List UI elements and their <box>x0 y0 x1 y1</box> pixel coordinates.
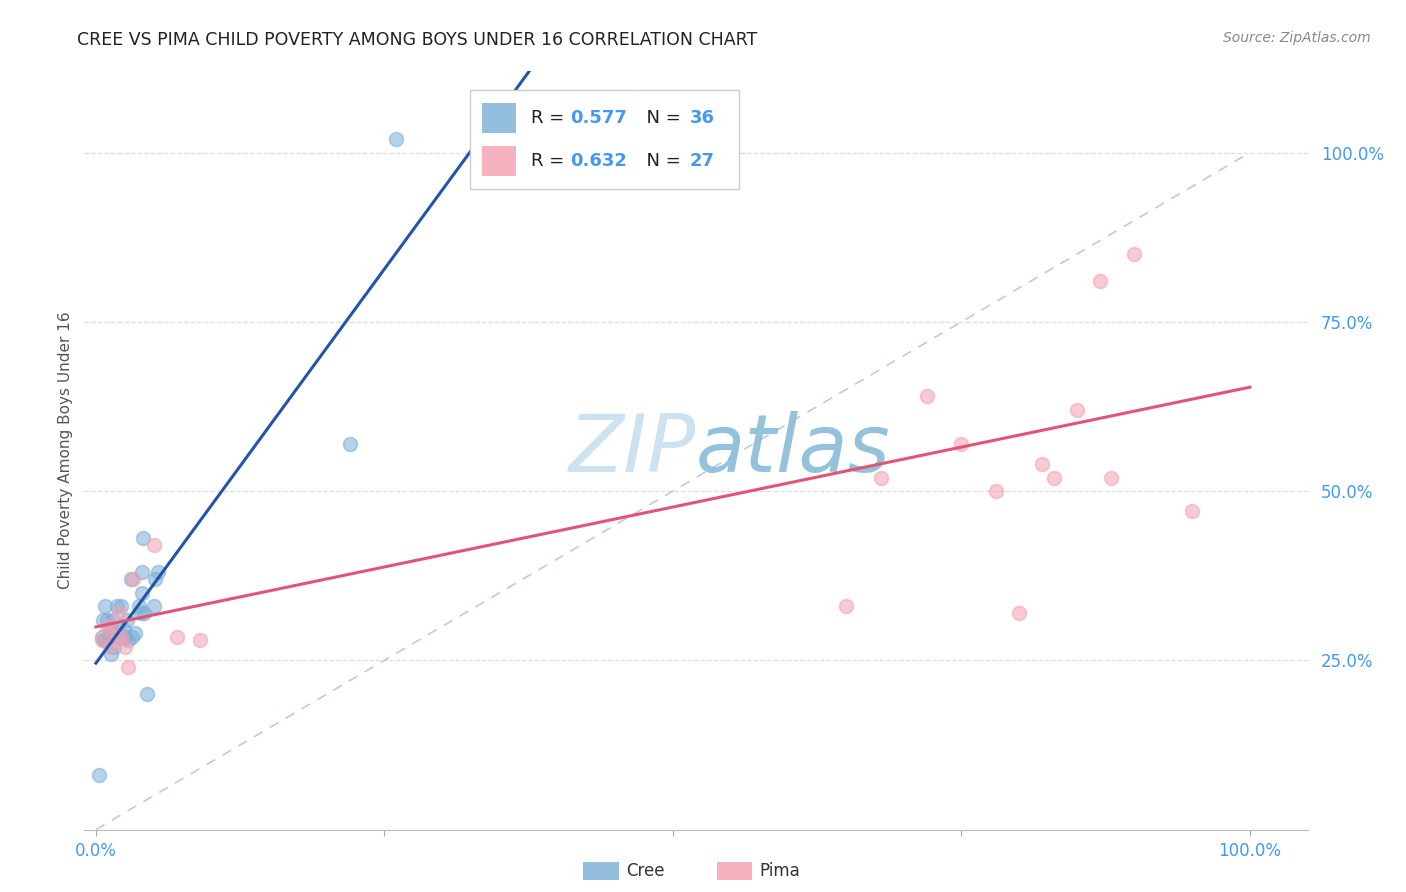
Text: 0.577: 0.577 <box>569 109 627 127</box>
Bar <box>482 103 516 133</box>
Point <box>103 623 125 637</box>
Point <box>108 630 131 644</box>
Point <box>108 626 131 640</box>
Point <box>134 606 156 620</box>
Point <box>128 599 150 614</box>
Point <box>110 599 132 614</box>
Point <box>98 640 121 654</box>
Point <box>89 768 111 782</box>
Point <box>135 687 157 701</box>
Point <box>117 660 139 674</box>
Point <box>100 647 122 661</box>
Point <box>143 572 166 586</box>
Text: R =: R = <box>531 153 569 170</box>
Point <box>1042 470 1064 484</box>
Point <box>1181 504 1204 518</box>
Text: R =: R = <box>531 109 569 127</box>
Point <box>93 633 115 648</box>
Point <box>385 132 408 146</box>
Point <box>166 630 188 644</box>
Point <box>103 640 125 654</box>
Point <box>121 572 143 586</box>
Text: CREE VS PIMA CHILD POVERTY AMONG BOYS UNDER 16 CORRELATION CHART: CREE VS PIMA CHILD POVERTY AMONG BOYS UN… <box>77 31 758 49</box>
Point <box>131 566 153 580</box>
Point <box>108 606 131 620</box>
Point <box>114 640 136 654</box>
Point <box>142 599 165 614</box>
Text: 27: 27 <box>690 153 714 170</box>
Point <box>97 630 120 644</box>
Point <box>1123 247 1146 261</box>
Point <box>142 538 165 552</box>
Point <box>98 623 121 637</box>
Point <box>110 630 132 644</box>
Point <box>869 470 891 484</box>
Point <box>117 633 139 648</box>
Text: atlas: atlas <box>696 411 891 490</box>
Point <box>124 626 146 640</box>
Point <box>339 436 361 450</box>
Point <box>120 572 142 586</box>
Point <box>131 585 153 599</box>
Point <box>105 599 128 614</box>
Point <box>1031 457 1053 471</box>
Point <box>94 599 117 614</box>
Point <box>1099 470 1122 484</box>
Point <box>121 630 143 644</box>
Text: N =: N = <box>636 153 686 170</box>
Y-axis label: Child Poverty Among Boys Under 16: Child Poverty Among Boys Under 16 <box>58 311 73 590</box>
Point <box>1088 274 1111 288</box>
Point <box>96 619 118 633</box>
Point <box>112 623 135 637</box>
Point <box>835 599 858 614</box>
Point <box>96 613 118 627</box>
Point <box>90 630 112 644</box>
Bar <box>470 90 738 189</box>
Point <box>1008 606 1031 620</box>
Point <box>132 532 155 546</box>
Point <box>720 132 742 146</box>
Point <box>950 436 973 450</box>
Text: Pima: Pima <box>759 862 800 880</box>
Point <box>105 630 128 644</box>
Text: Source: ZipAtlas.com: Source: ZipAtlas.com <box>1223 31 1371 45</box>
Point <box>148 566 170 580</box>
Point <box>91 613 114 627</box>
Point <box>1066 402 1088 417</box>
Point <box>915 389 938 403</box>
Point <box>101 623 124 637</box>
Point <box>115 613 138 627</box>
Point <box>103 613 125 627</box>
Point <box>96 633 118 648</box>
Text: 36: 36 <box>690 109 714 127</box>
Text: 0.632: 0.632 <box>569 153 627 170</box>
Point <box>129 606 152 620</box>
Text: ZIP: ZIP <box>568 411 696 490</box>
Point <box>188 633 211 648</box>
Point <box>90 633 112 648</box>
Point <box>984 484 1007 499</box>
Text: N =: N = <box>636 109 686 127</box>
Bar <box>482 146 516 177</box>
Text: Cree: Cree <box>626 862 664 880</box>
Point <box>114 630 136 644</box>
